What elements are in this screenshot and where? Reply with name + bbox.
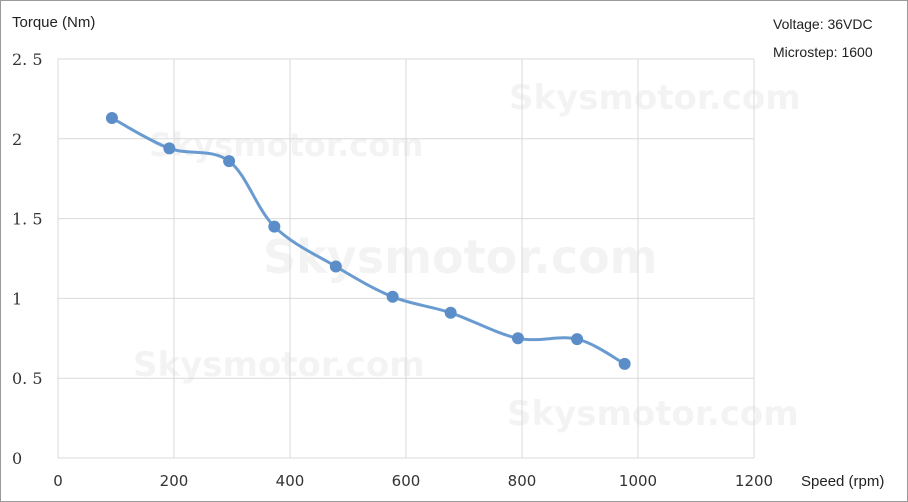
data-point [571,333,584,346]
watermarks: Skysmotor.com Skysmotor.com Skysmotor.co… [133,78,801,434]
annotation-microstep: Microstep: 1600 [773,44,873,60]
tick-labels: 0 0. 5 1 1. 5 2 2. 5 0 200 400 600 800 1000 1200 [12,50,773,490]
annotation-voltage: Voltage: 36VDC [773,16,873,32]
y-axis-title: Torque (Nm) [12,14,95,31]
x-tick-label: 800 [508,472,537,490]
data-point [386,290,399,303]
data-point [268,220,281,233]
data-point [329,260,342,273]
watermark: Skysmotor.com [509,78,801,118]
x-tick-label: 1000 [619,472,657,490]
data-point [223,155,236,168]
x-tick-label: 400 [276,472,305,490]
watermark: Skysmotor.com [149,126,424,164]
data-point [163,142,176,155]
watermark: Skysmotor.com [263,230,658,284]
y-tick-label: 0. 5 [12,369,43,388]
y-tick-label: 2 [12,130,22,149]
x-tick-label: 1200 [735,472,773,490]
grid-lines [57,58,755,459]
data-point [511,332,524,345]
data-point [444,306,457,319]
data-point [105,112,118,125]
x-tick-label: 0 [53,472,63,490]
data-point [618,357,631,370]
data-points [105,112,631,370]
x-tick-label: 200 [160,472,189,490]
y-tick-label: 0 [12,449,22,468]
watermark: Skysmotor.com [507,394,799,434]
series-line [110,116,627,366]
y-tick-label: 1 [12,289,22,308]
watermark: Skysmotor.com [133,345,425,385]
y-tick-label: 1. 5 [12,210,43,229]
x-tick-label: 600 [392,472,421,490]
y-tick-label: 2. 5 [12,50,43,69]
x-axis-title: Speed (rpm) [801,473,884,490]
